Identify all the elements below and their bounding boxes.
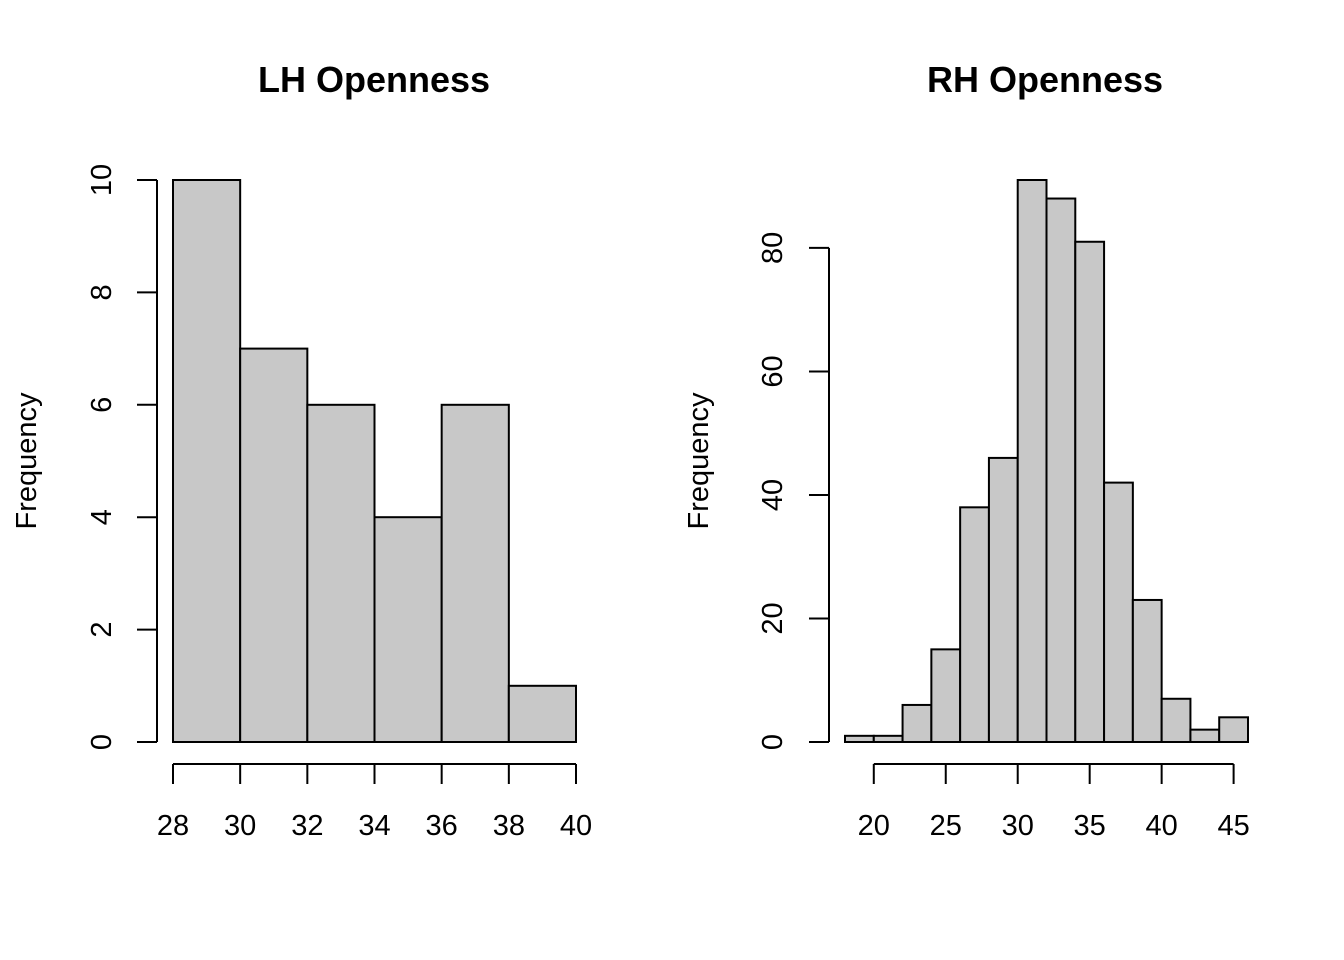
- x-axis: 20 25 30 35 40 45: [858, 763, 1250, 842]
- x-tick-label: 32: [291, 810, 323, 842]
- histogram-bar: [1160, 697, 1192, 743]
- x-axis: 28 30 32 34 36 38 40: [157, 763, 592, 842]
- histogram-bar: [306, 403, 376, 743]
- x-tick-label: 30: [224, 810, 256, 842]
- y-tick-label: 80: [757, 232, 789, 264]
- y-axis: 0 2 4 6 8 10: [86, 164, 158, 750]
- x-tick-label: 34: [358, 810, 390, 842]
- y-axis-label: Frequency: [683, 392, 715, 530]
- y-tick-label: 2: [86, 622, 118, 638]
- lh-openness-panel: LH Openness Frequency 28 30 32 34 36 38 40 0 2 4…: [11, 59, 592, 842]
- y-tick-label: 6: [86, 397, 118, 413]
- rh-openness-panel: RH Openness Frequency 20 25 30 35 40 45 0 20 40…: [683, 59, 1250, 842]
- x-tick-label: 30: [1002, 810, 1034, 842]
- histogram-bar: [1218, 716, 1249, 743]
- x-tick-label: 20: [858, 810, 890, 842]
- histogram-bar: [901, 703, 933, 744]
- x-tick-label: 35: [1074, 810, 1106, 842]
- histogram-bar: [872, 734, 904, 743]
- y-tick-label: 0: [757, 734, 789, 750]
- histogram-bar: [844, 734, 875, 743]
- y-tick-label: 0: [86, 734, 118, 750]
- histogram-bar: [1045, 197, 1077, 743]
- y-tick-label: 10: [86, 164, 118, 196]
- histogram-bar: [440, 403, 510, 743]
- bars: [172, 179, 578, 744]
- histogram-bar: [1189, 728, 1221, 744]
- y-axis-label: Frequency: [11, 392, 43, 530]
- histogram-bar: [373, 516, 443, 744]
- y-axis: 0 20 40 60 80: [757, 232, 830, 750]
- histogram-bar: [1016, 179, 1048, 743]
- histogram-bar: [987, 456, 1019, 743]
- x-tick-label: 25: [930, 810, 962, 842]
- bars: [844, 179, 1249, 744]
- histogram-bar: [930, 648, 962, 743]
- histogram-bar: [959, 506, 990, 744]
- histogram-bar: [239, 347, 309, 743]
- x-tick-label: 28: [157, 810, 189, 842]
- chart-title: LH Openness: [258, 59, 490, 100]
- y-tick-label: 8: [86, 284, 118, 300]
- chart-title: RH Openness: [927, 59, 1163, 100]
- histogram-bar: [507, 684, 578, 743]
- histogram-bar: [1131, 598, 1163, 744]
- histogram-bar: [172, 179, 242, 743]
- y-tick-label: 20: [757, 602, 789, 634]
- y-tick-label: 40: [757, 479, 789, 511]
- x-tick-label: 40: [560, 810, 592, 842]
- x-tick-label: 38: [493, 810, 525, 842]
- y-tick-label: 4: [86, 509, 118, 525]
- histogram-bar: [1103, 481, 1134, 743]
- x-tick-label: 40: [1146, 810, 1178, 842]
- histogram-bar: [1074, 240, 1106, 743]
- x-tick-label: 45: [1217, 810, 1249, 842]
- x-tick-label: 36: [426, 810, 458, 842]
- y-tick-label: 60: [757, 355, 789, 387]
